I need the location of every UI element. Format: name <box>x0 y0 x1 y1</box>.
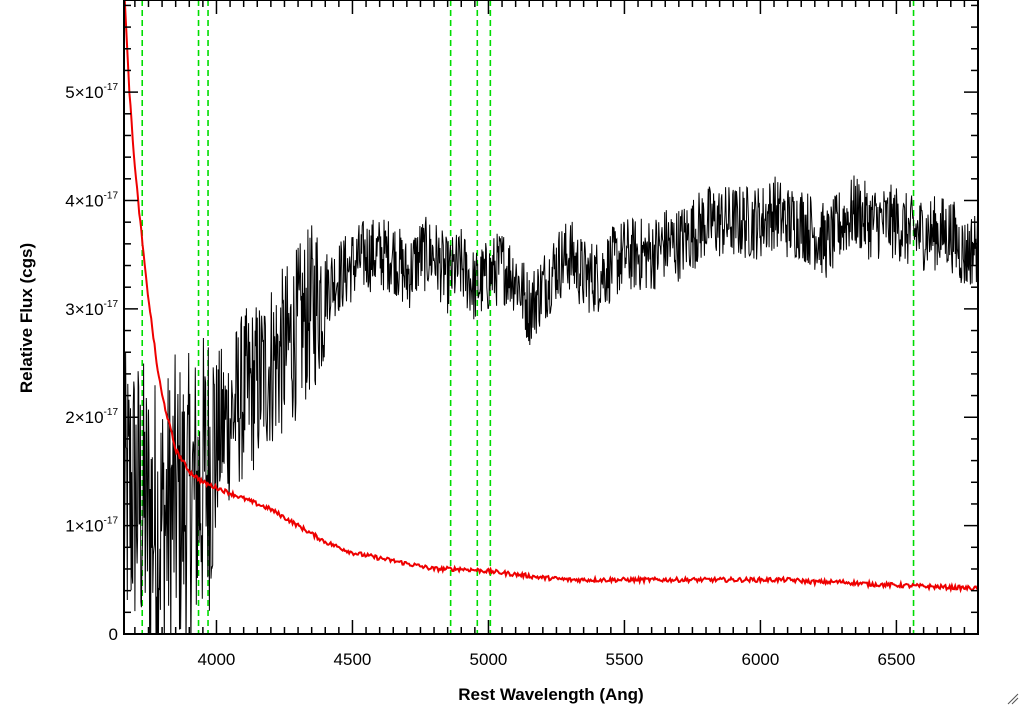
resize-grip-icon[interactable] <box>1007 693 1019 705</box>
x-tick-label: 4500 <box>334 650 372 669</box>
plot-frame <box>123 0 979 635</box>
x-tick-label: 4000 <box>198 650 236 669</box>
x-axis-label: Rest Wavelength (Ang) <box>458 685 643 704</box>
y-tick-label: 4×10-17 <box>65 190 118 210</box>
x-tick-label: 5500 <box>606 650 644 669</box>
x-tick-label: 6500 <box>877 650 915 669</box>
series-line-0 <box>124 175 978 634</box>
y-tick-label: 0 <box>109 625 118 644</box>
tick-labels: 4000 4500 5000 5500 6000 6500 0 1×10-17 2×10-17 3… <box>65 82 915 669</box>
series-layer <box>124 0 978 634</box>
y-tick-label: 5×10-17 <box>65 82 118 102</box>
series-line-1 <box>124 0 978 594</box>
x-tick-label: 6000 <box>742 650 780 669</box>
y-tick-label: 2×10-17 <box>65 407 118 427</box>
reference-lines <box>141 0 915 634</box>
y-tick-label: 3×10-17 <box>65 299 118 319</box>
y-axis-label: Relative Flux (cgs) <box>17 243 36 393</box>
axes <box>123 0 979 635</box>
x-tick-label: 5000 <box>470 650 508 669</box>
y-tick-label: 1×10-17 <box>65 516 118 536</box>
